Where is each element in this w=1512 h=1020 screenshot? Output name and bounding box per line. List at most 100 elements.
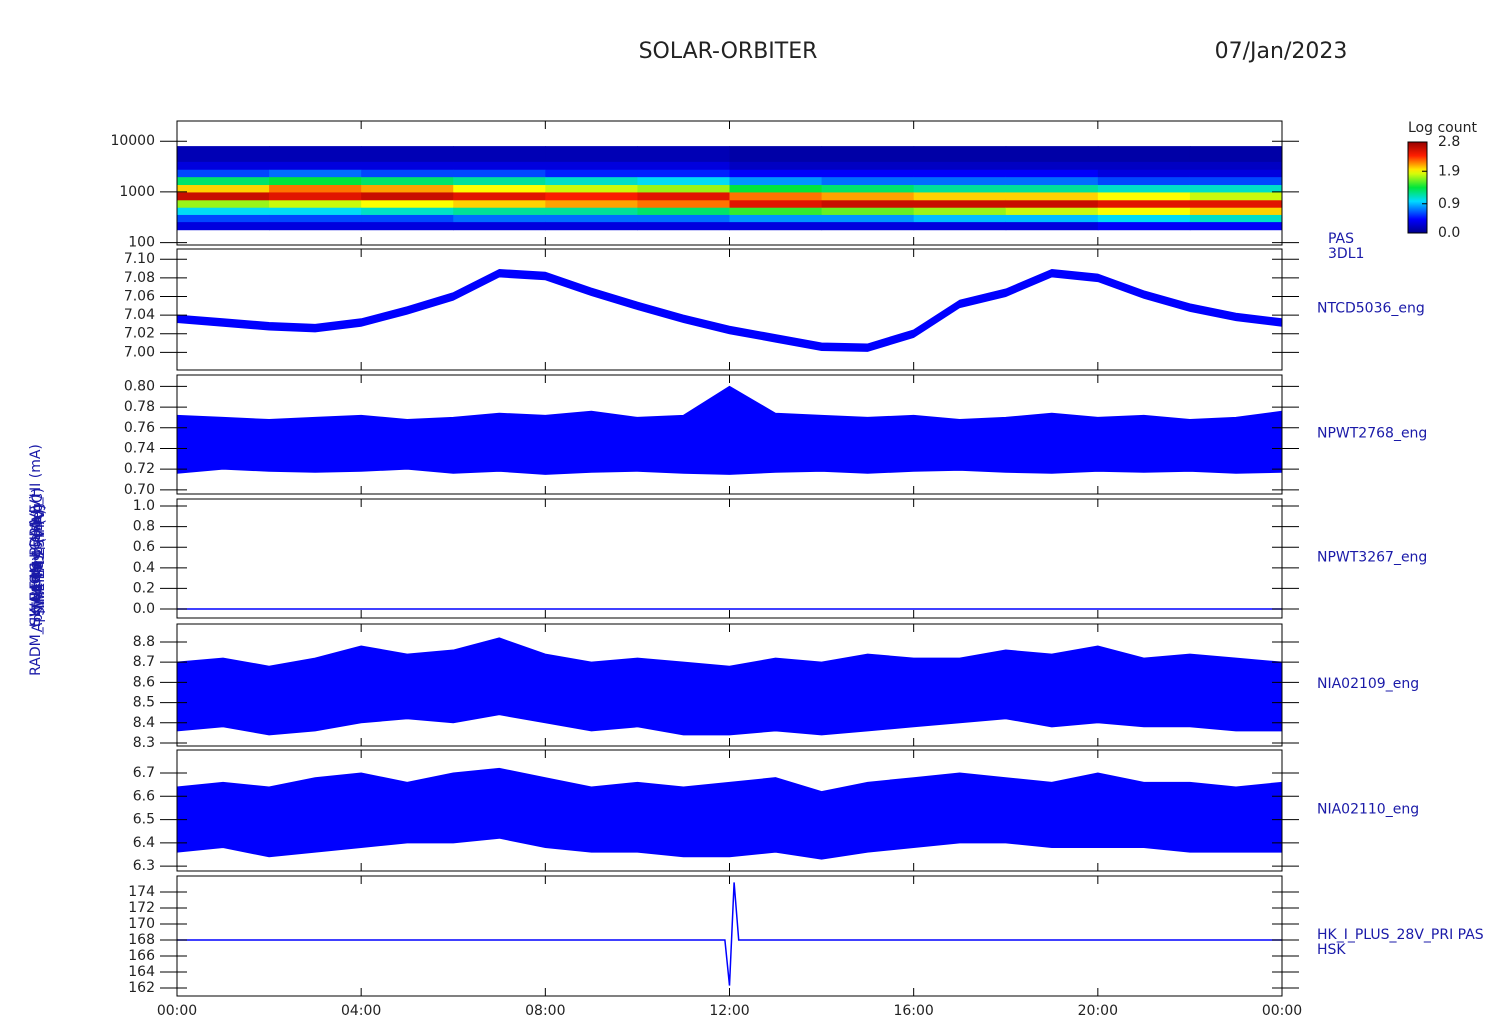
spectrogram-cell xyxy=(637,176,730,186)
y-tick-label: 168 xyxy=(128,932,155,948)
spectrogram-cell xyxy=(177,207,270,215)
spectrogram-cell xyxy=(269,146,362,162)
date: 07/Jan/2023 xyxy=(1215,39,1348,64)
x-tick-label: 00:00 xyxy=(1262,1003,1302,1019)
x-tick-label: 04:00 xyxy=(341,1003,381,1019)
spectrogram-cell xyxy=(177,169,270,178)
plot-area xyxy=(177,637,1282,736)
spectrogram-cell xyxy=(545,191,638,201)
spectrogram-cell xyxy=(729,184,823,193)
spectrogram-cell xyxy=(821,176,915,186)
plot-area xyxy=(177,767,1282,860)
spectrogram-cell xyxy=(1189,214,1282,223)
y-tick-label: 0.8 xyxy=(133,519,155,535)
spectrogram-cell xyxy=(453,207,546,215)
spectrogram-cell xyxy=(821,191,915,201)
panel-label: HSK xyxy=(1317,942,1346,958)
spectrogram-cell xyxy=(1189,146,1282,162)
spectrogram-cell xyxy=(1097,176,1191,186)
spectrogram-cell xyxy=(821,207,915,215)
spectrogram-cell xyxy=(637,169,730,178)
y-tick-label: 1.0 xyxy=(133,498,155,514)
y-axis-label: RADM_HK_IMON_PDRIVE_HI (mA) xyxy=(28,444,44,676)
spectrogram-cell xyxy=(1097,191,1191,201)
y-tick-label: 0.70 xyxy=(124,482,155,498)
spectrogram-cell xyxy=(177,214,270,223)
spectrogram-cell xyxy=(269,199,362,208)
x-tick-label: 20:00 xyxy=(1078,1003,1118,1019)
colorbar xyxy=(1407,141,1428,234)
spectrogram-cell xyxy=(1097,184,1191,193)
y-tick-label: 1000 xyxy=(119,184,155,200)
spectrogram-cell xyxy=(269,176,362,186)
y-tick-label: 7.02 xyxy=(124,326,155,342)
spectrogram-cell xyxy=(1189,161,1282,170)
panel: 6.3 6.4 6.5 6.6 6.7 NIA02110_eng THERM 2 (mA) xyxy=(32,509,1419,874)
y-tick-label: 7.04 xyxy=(124,307,155,323)
panel-label: NPWT2768_eng xyxy=(1317,426,1427,442)
y-tick-label: 8.4 xyxy=(133,715,155,731)
spectrogram-cell xyxy=(1189,199,1282,208)
spectrogram-cell xyxy=(177,176,270,186)
data-band xyxy=(177,637,1282,736)
spectrogram-cell xyxy=(1005,221,1099,231)
spectrogram-cell xyxy=(269,207,362,215)
spectrogram-cell xyxy=(545,176,638,186)
y-tick-label: 8.5 xyxy=(133,695,155,711)
panel: 7.00 7.02 7.04 7.06 7.08 7.10 NTCD5036_eng Appr… xyxy=(30,248,1425,632)
y-tick-label: 6.7 xyxy=(133,765,155,781)
y-axis-label: THERM 1 (mA) xyxy=(30,509,46,612)
spectrogram-cell xyxy=(913,221,1007,231)
spectrogram-cell xyxy=(1097,169,1191,178)
panel-label: HK_I_PLUS_28V_PRI PAS xyxy=(1317,927,1484,943)
spectrogram-cell xyxy=(453,176,546,186)
spectrogram-cell xyxy=(637,221,730,231)
spectrogram-cell xyxy=(913,214,1007,223)
x-tick-label: 12:00 xyxy=(709,1003,749,1019)
spectrogram-cell xyxy=(913,199,1007,208)
panel: 0.70 0.72 0.74 0.76 0.78 0.80 NPWT2768_eng SWA-… xyxy=(32,374,1427,616)
spectrogram-cell xyxy=(1189,221,1282,231)
y-tick-label: 8.6 xyxy=(133,674,155,690)
y-tick-label: 172 xyxy=(128,900,155,916)
y-axis-label: Approx Temp (DegC) xyxy=(30,488,46,632)
colorbar-tick-label: 0.0 xyxy=(1438,225,1460,241)
y-tick-label: 0.2 xyxy=(133,580,155,596)
spectrogram-cell xyxy=(545,184,638,193)
data-line xyxy=(177,882,1282,986)
spectrogram-cell xyxy=(453,146,546,162)
spectrogram-cell xyxy=(821,199,915,208)
spectrogram-cell xyxy=(177,146,270,162)
spectrogram-cell xyxy=(1097,214,1191,223)
y-tick-label: 170 xyxy=(128,916,155,932)
y-tick-label: 6.6 xyxy=(133,788,155,804)
panel: 0.0 0.2 0.4 0.6 0.8 1.0 NPWT3267_eng SWA-EAS LC… xyxy=(28,494,1427,626)
spectrogram-cell xyxy=(361,169,454,178)
spectrogram-cell xyxy=(545,221,638,231)
spectrogram-cell xyxy=(821,146,915,162)
title: SOLAR-ORBITER xyxy=(639,39,818,64)
spectrogram-cell xyxy=(821,184,915,193)
spectrogram-cell xyxy=(545,169,638,178)
y-axis-label: SWA-EAS LCL 1 (V) xyxy=(28,494,44,626)
x-tick-label: 00:00 xyxy=(157,1003,197,1019)
spectrogram-cell xyxy=(453,184,546,193)
spectrogram-cell xyxy=(453,221,546,231)
y-tick-label: 6.4 xyxy=(133,835,155,851)
spectrogram-cell xyxy=(453,161,546,170)
spectrogram-cell xyxy=(637,199,730,208)
spectrogram-cell xyxy=(637,191,730,201)
spectrogram-cell xyxy=(545,146,638,162)
spectrogram-cell xyxy=(821,169,915,178)
y-tick-label: 6.5 xyxy=(133,812,155,828)
spectrogram-cell xyxy=(821,214,915,223)
y-tick-label: 8.3 xyxy=(133,735,155,751)
y-tick-label: 0.6 xyxy=(133,539,155,555)
spectrogram-cell xyxy=(1097,146,1191,162)
spectrogram-cell xyxy=(1005,176,1099,186)
panel-label: PAS xyxy=(1328,231,1354,247)
spectrogram-cell xyxy=(821,221,915,231)
spectrogram-cell xyxy=(637,146,730,162)
